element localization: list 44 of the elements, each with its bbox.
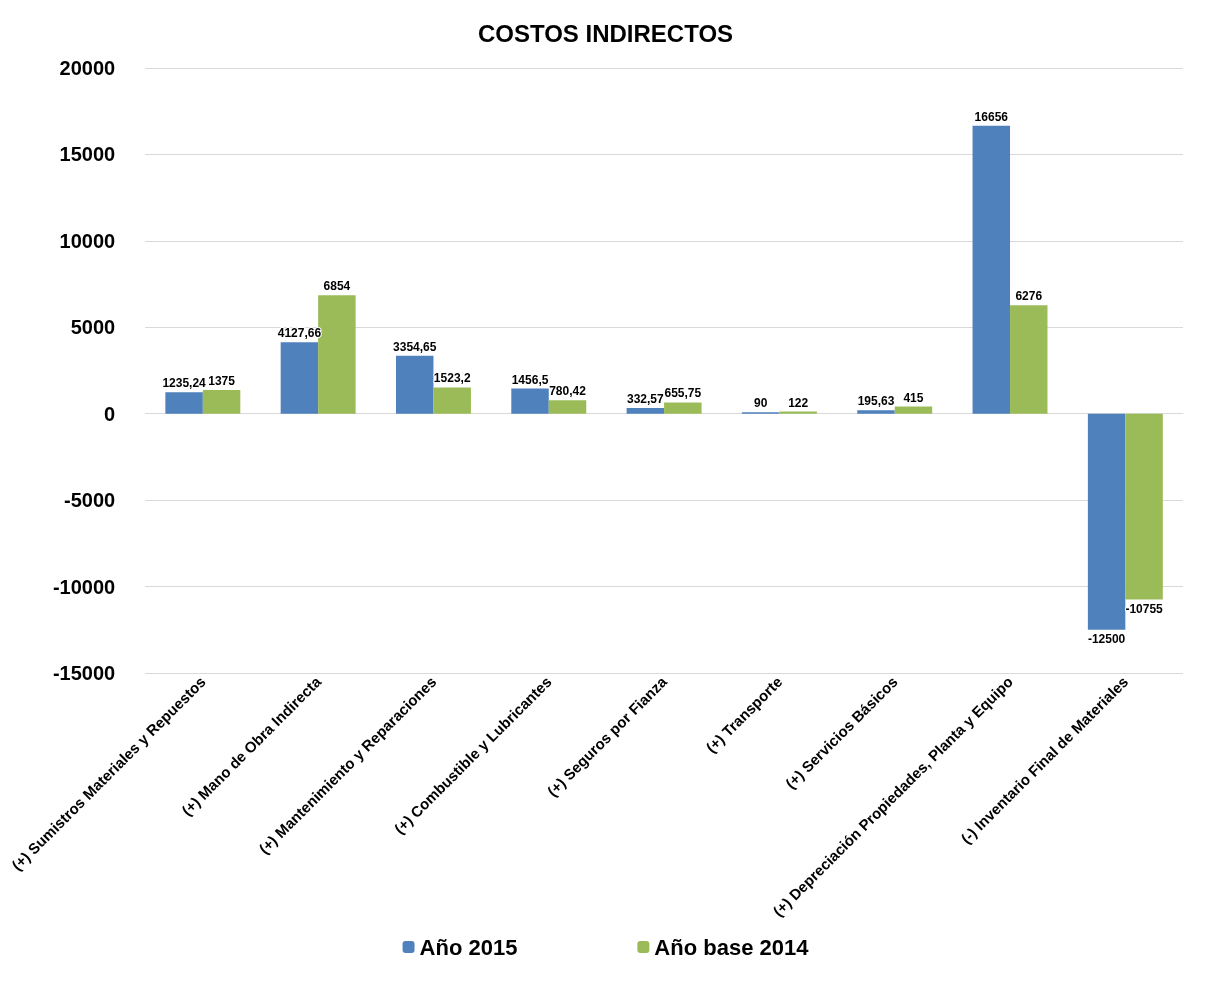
data-label: 90 xyxy=(753,396,768,411)
data-label: 122 xyxy=(788,395,809,410)
y-tick-label: 0 xyxy=(104,402,116,425)
bar xyxy=(1010,305,1048,414)
data-label: 1456,5 xyxy=(511,372,549,387)
chart-title: COSTOS INDIRECTOS xyxy=(477,19,734,47)
y-tick-label: 20000 xyxy=(59,57,116,79)
bar xyxy=(972,125,1011,414)
data-label: 16656 xyxy=(974,109,1009,124)
bar xyxy=(1125,413,1163,600)
y-tick-label: -5000 xyxy=(64,489,116,512)
bar xyxy=(395,355,434,414)
y-tick-label: 10000 xyxy=(59,229,116,252)
bar xyxy=(1087,413,1126,630)
bar xyxy=(857,410,895,414)
bar xyxy=(894,406,933,414)
data-label: 195,63 xyxy=(857,394,895,409)
y-tick-label: 15000 xyxy=(59,143,116,166)
legend-label: Año 2015 xyxy=(419,934,518,960)
bar xyxy=(548,400,587,414)
data-label: 332,57 xyxy=(627,391,665,406)
data-label: 1235,24 xyxy=(162,376,207,391)
data-label: -12500 xyxy=(1087,631,1126,646)
bar xyxy=(664,402,702,414)
y-tick-label: -10000 xyxy=(52,575,116,598)
bar xyxy=(433,387,471,414)
data-label: 6854 xyxy=(323,279,351,294)
bar xyxy=(626,407,665,414)
data-label: 1523,2 xyxy=(433,371,471,386)
data-label: 6276 xyxy=(1015,289,1043,304)
bar xyxy=(280,342,319,414)
data-label: 780,42 xyxy=(549,384,587,399)
data-label: 655,75 xyxy=(664,386,702,401)
bar xyxy=(779,411,817,414)
data-label: 415 xyxy=(903,390,924,405)
bar xyxy=(511,388,549,414)
y-tick-label: -15000 xyxy=(52,662,116,684)
bar xyxy=(202,389,241,414)
y-tick-label: 5000 xyxy=(70,316,116,339)
bar xyxy=(165,392,203,414)
data-label: 3354,65 xyxy=(393,339,437,354)
data-label: -10755 xyxy=(1125,601,1164,616)
data-label: 1375 xyxy=(208,373,236,388)
legend-label: Año base 2014 xyxy=(654,934,810,960)
